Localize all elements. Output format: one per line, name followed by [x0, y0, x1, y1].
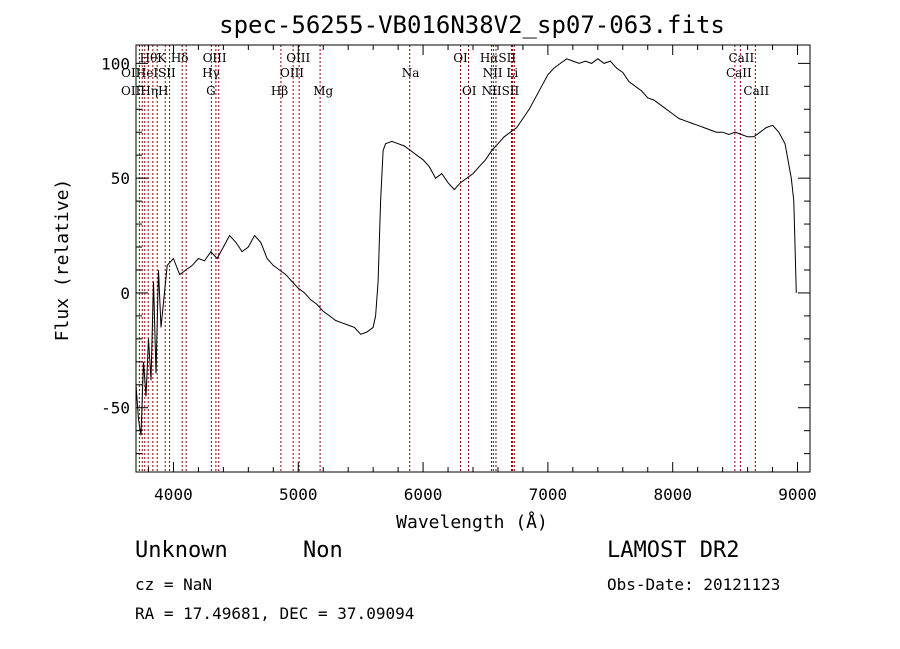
line-label: G: [206, 84, 216, 98]
line-label: Hθ: [140, 51, 158, 65]
object-class: Unknown: [135, 538, 228, 563]
x-tick-label: 5000: [279, 485, 318, 504]
line-label: Mg: [313, 84, 333, 98]
line-label: OI: [453, 51, 468, 65]
y-tick-label: 50: [111, 169, 130, 188]
line-label: OIHeISII: [121, 66, 176, 80]
line-label: HαSII: [480, 51, 517, 65]
line-label: NII Li: [483, 66, 519, 80]
line-label: OIII: [286, 51, 310, 65]
line-label: Na: [402, 66, 420, 80]
plot-frame: [135, 44, 811, 473]
x-tick-label: 9000: [778, 485, 817, 504]
line-label: CaII: [726, 66, 752, 80]
y-axis-ticks: -50 0 50 100: [101, 54, 810, 455]
line-label: NIISII: [482, 84, 520, 98]
y-tick-label: -50: [101, 399, 130, 418]
line-label: CaII: [728, 51, 754, 65]
survey-name: LAMOST DR2: [607, 538, 740, 563]
line-label: OIII: [203, 51, 227, 65]
emission-line-markers: [138, 45, 756, 472]
y-tick-label: 0: [120, 284, 130, 303]
x-axis-ticks: 4000 5000 6000 7000 8000 9000: [147, 45, 817, 504]
line-label: K: [157, 51, 167, 65]
line-label: OIIHηH: [121, 84, 168, 98]
y-tick-label: 100: [101, 54, 130, 73]
x-tick-label: 4000: [154, 485, 193, 504]
line-label: Hβ: [271, 84, 288, 98]
object-subclass: Non: [303, 538, 343, 563]
y-axis-label: Flux (relative): [52, 179, 73, 342]
line-label: Hγ: [202, 66, 220, 80]
line-label: OI: [462, 84, 477, 98]
chart-title: spec-56255-VB016N38V2_sp07-063.fits: [219, 11, 725, 39]
x-tick-label: 8000: [653, 485, 692, 504]
spectrum-line: [135, 58, 797, 436]
coordinates: RA = 17.49681, DEC = 37.09094: [135, 604, 415, 623]
line-label: CaII: [743, 84, 769, 98]
redshift-value: cz = NaN: [135, 575, 213, 594]
x-tick-label: 6000: [404, 485, 443, 504]
x-tick-label: 7000: [529, 485, 568, 504]
line-label: Hδ: [171, 51, 189, 65]
line-label: OIII: [280, 66, 304, 80]
x-axis-label: Wavelength (Å): [396, 511, 548, 533]
obs-date: Obs-Date: 20121123: [607, 575, 781, 594]
